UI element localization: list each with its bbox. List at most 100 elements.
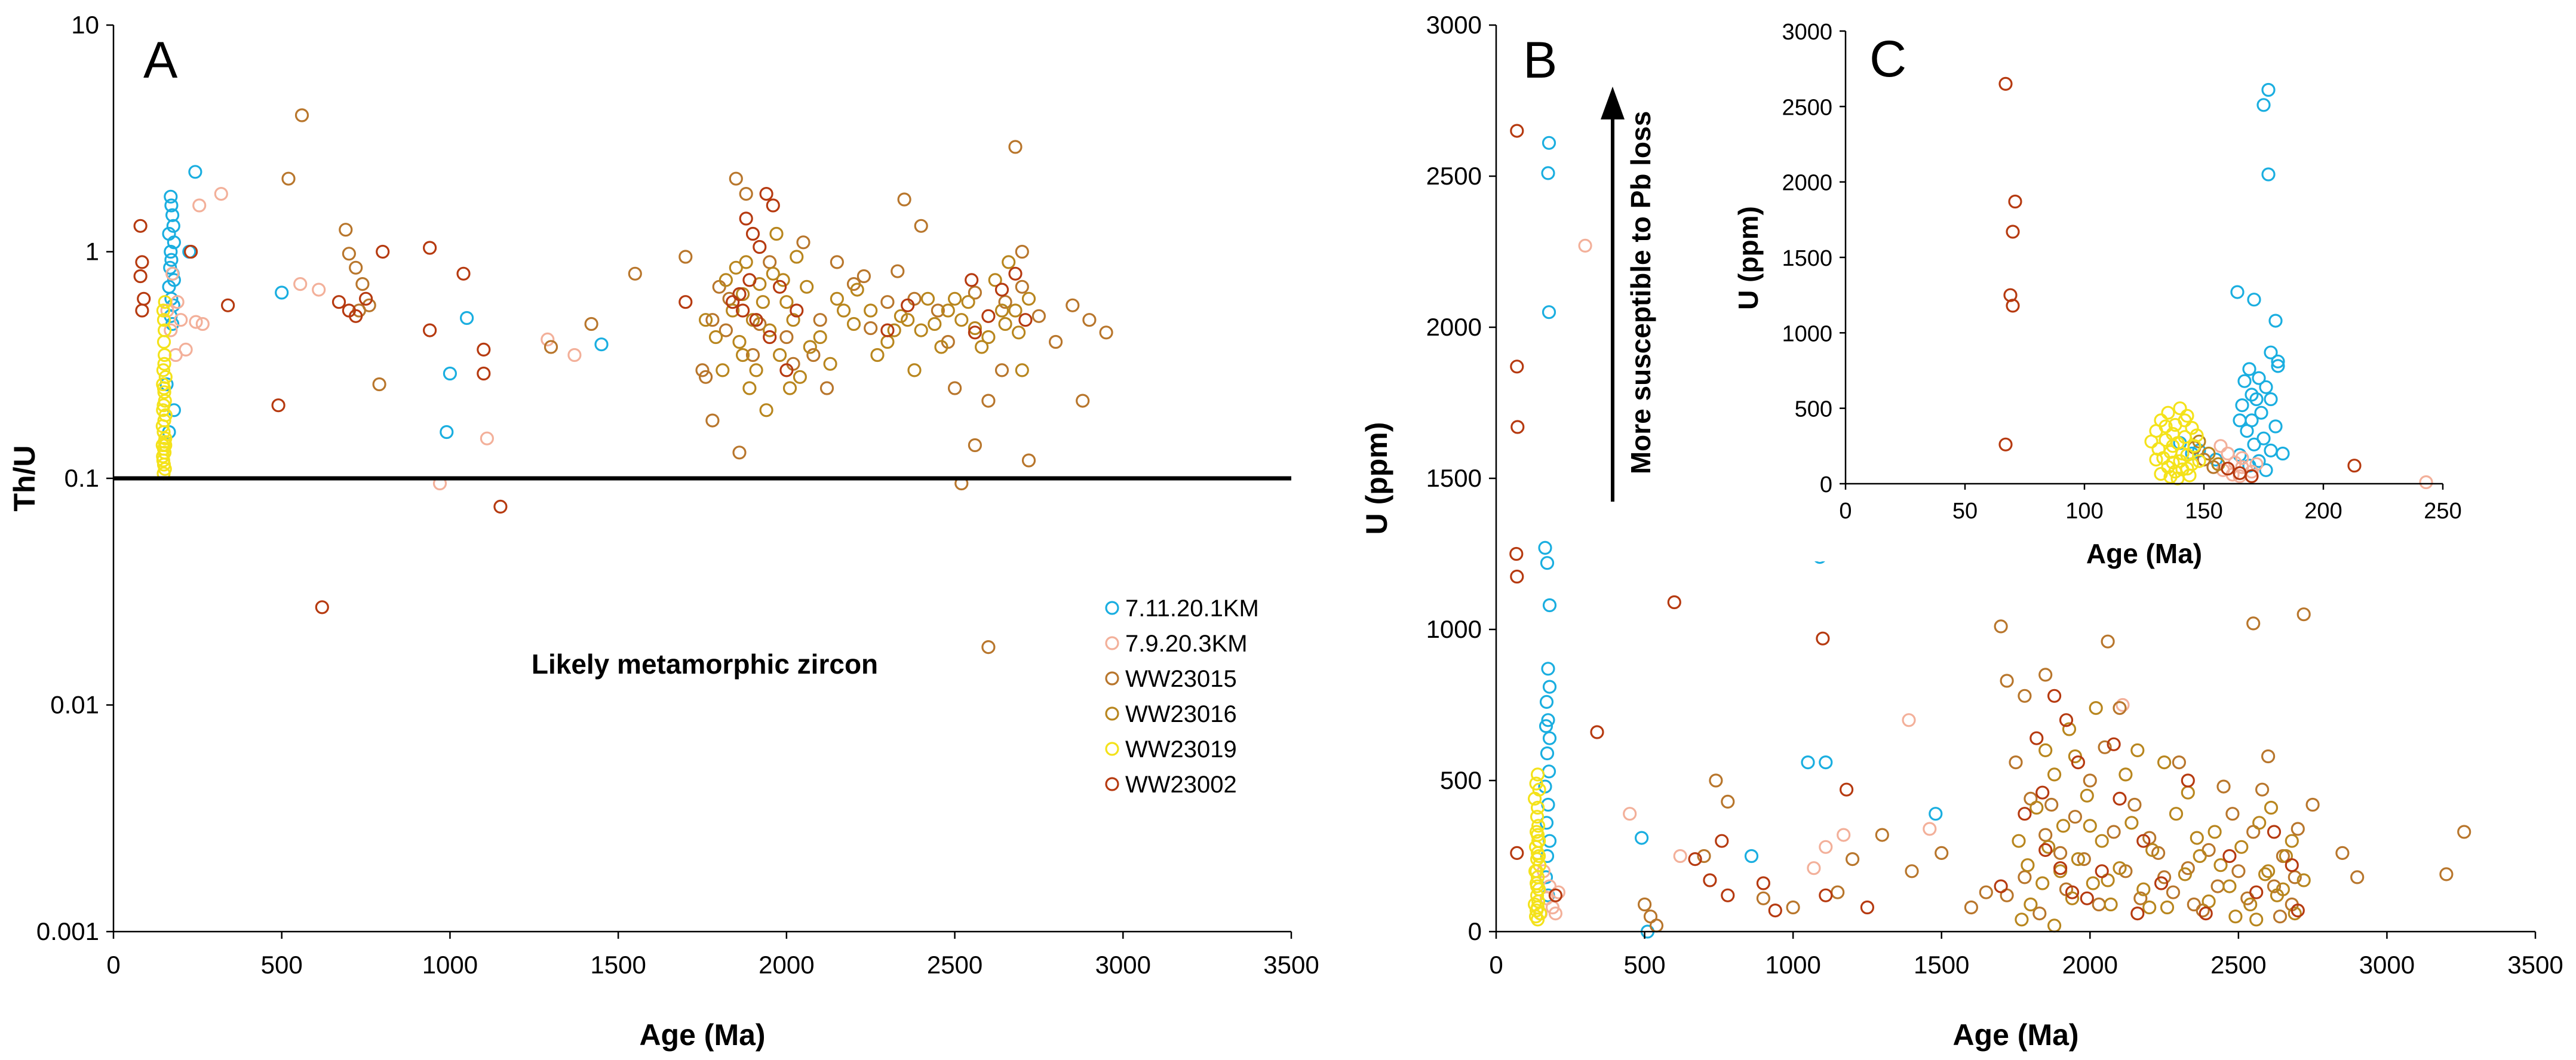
data-point: [2154, 876, 2169, 890]
data-point: [961, 295, 975, 309]
data-point: [772, 279, 787, 294]
data-point: [901, 298, 915, 312]
data-point: [157, 357, 171, 371]
y-tick-label: 500: [1440, 766, 1482, 794]
data-point: [735, 348, 750, 362]
data-point: [779, 295, 794, 309]
data-point: [742, 381, 757, 395]
data-point: [2038, 743, 2053, 758]
data-point: [796, 235, 810, 250]
data-point: [1816, 631, 1830, 646]
data-point: [1801, 755, 1815, 770]
data-point: [480, 431, 495, 445]
data-point: [813, 313, 827, 327]
data-point: [719, 273, 733, 287]
data-point: [772, 348, 787, 362]
data-point: [2047, 689, 2062, 703]
data-point: [2202, 894, 2216, 909]
x-tick-label: 2500: [2210, 951, 2266, 979]
data-point: [1715, 834, 1729, 848]
data-point: [1539, 719, 1553, 733]
data-point: [749, 313, 763, 327]
data-point: [719, 323, 733, 337]
data-point: [1578, 238, 1592, 253]
data-point: [2222, 879, 2237, 893]
data-point: [2261, 82, 2276, 97]
data-point: [708, 330, 723, 345]
data-point: [422, 323, 437, 337]
data-point: [2053, 861, 2068, 875]
data-point: [2012, 834, 2026, 848]
data-point: [870, 348, 885, 362]
data-point: [931, 303, 945, 318]
panel-b-points: [1509, 124, 2471, 939]
data-point: [779, 330, 794, 345]
panel-c-x-axis-title: Age (Ma): [2086, 538, 2202, 569]
legend-item: WW23019: [1105, 736, 1237, 763]
x-tick-label: 2000: [759, 951, 814, 979]
data-point: [164, 244, 178, 259]
data-point: [2041, 840, 2056, 854]
data-point: [742, 273, 757, 287]
data-point: [2242, 362, 2256, 376]
data-point: [864, 303, 878, 318]
data-point: [2169, 807, 2184, 821]
data-point: [2071, 755, 2085, 770]
data-point: [2173, 401, 2187, 416]
y-tick-label: 500: [1795, 397, 1832, 422]
data-point: [2035, 785, 2050, 800]
data-point: [759, 403, 773, 417]
data-point: [779, 363, 794, 377]
x-tick-label: 2500: [927, 951, 982, 979]
data-point: [2268, 419, 2283, 434]
data-point: [2193, 849, 2207, 864]
data-point: [729, 260, 743, 275]
x-tick-label: 50: [1952, 499, 1978, 524]
panel-a-legend: 7.11.20.1KM 7.9.20.3KM WW23015 WW23016 WW230…: [1105, 595, 1259, 798]
data-point: [1509, 546, 1524, 561]
data-point: [2136, 882, 2151, 896]
data-point: [887, 323, 901, 337]
y-tick-label: 1: [85, 238, 99, 266]
data-point: [2213, 858, 2228, 872]
data-point: [2159, 419, 2173, 434]
data-point: [1530, 879, 1545, 893]
data-point: [2077, 852, 2091, 867]
data-point: [2264, 800, 2279, 815]
data-point: [2249, 392, 2264, 407]
data-point: [2015, 912, 2029, 927]
data-point: [2237, 374, 2252, 388]
data-point: [1635, 831, 1649, 845]
data-point: [2038, 843, 2053, 858]
data-point: [156, 363, 170, 377]
panel-b-series-7-11-20-1km: [1538, 136, 1943, 939]
data-point: [2288, 906, 2302, 921]
data-point: [477, 342, 491, 357]
y-tick-label: 1500: [1782, 246, 1832, 271]
data-point: [790, 303, 804, 318]
data-point: [1905, 864, 1919, 878]
data-point: [2254, 405, 2268, 420]
data-point: [628, 266, 642, 281]
data-point: [934, 340, 948, 354]
data-point: [349, 260, 363, 275]
data-point: [1721, 888, 1735, 902]
data-point: [994, 303, 1009, 318]
data-point: [422, 241, 437, 255]
data-point: [2032, 906, 2047, 921]
legend-label: WW23015: [1125, 666, 1237, 692]
data-point: [2264, 345, 2278, 360]
data-point: [823, 357, 837, 371]
data-point: [156, 441, 171, 456]
data-point: [544, 340, 558, 354]
panel-b-series-7-9-20-3km: [1534, 238, 2130, 921]
data-point: [189, 315, 203, 329]
data-point: [133, 219, 148, 233]
data-point: [2113, 861, 2127, 875]
data-point: [2107, 825, 2121, 839]
data-point: [1929, 807, 1943, 821]
data-point: [2059, 713, 2074, 727]
data-point: [2130, 906, 2145, 921]
x-tick-label: 150: [2185, 499, 2222, 524]
data-point: [974, 340, 989, 354]
